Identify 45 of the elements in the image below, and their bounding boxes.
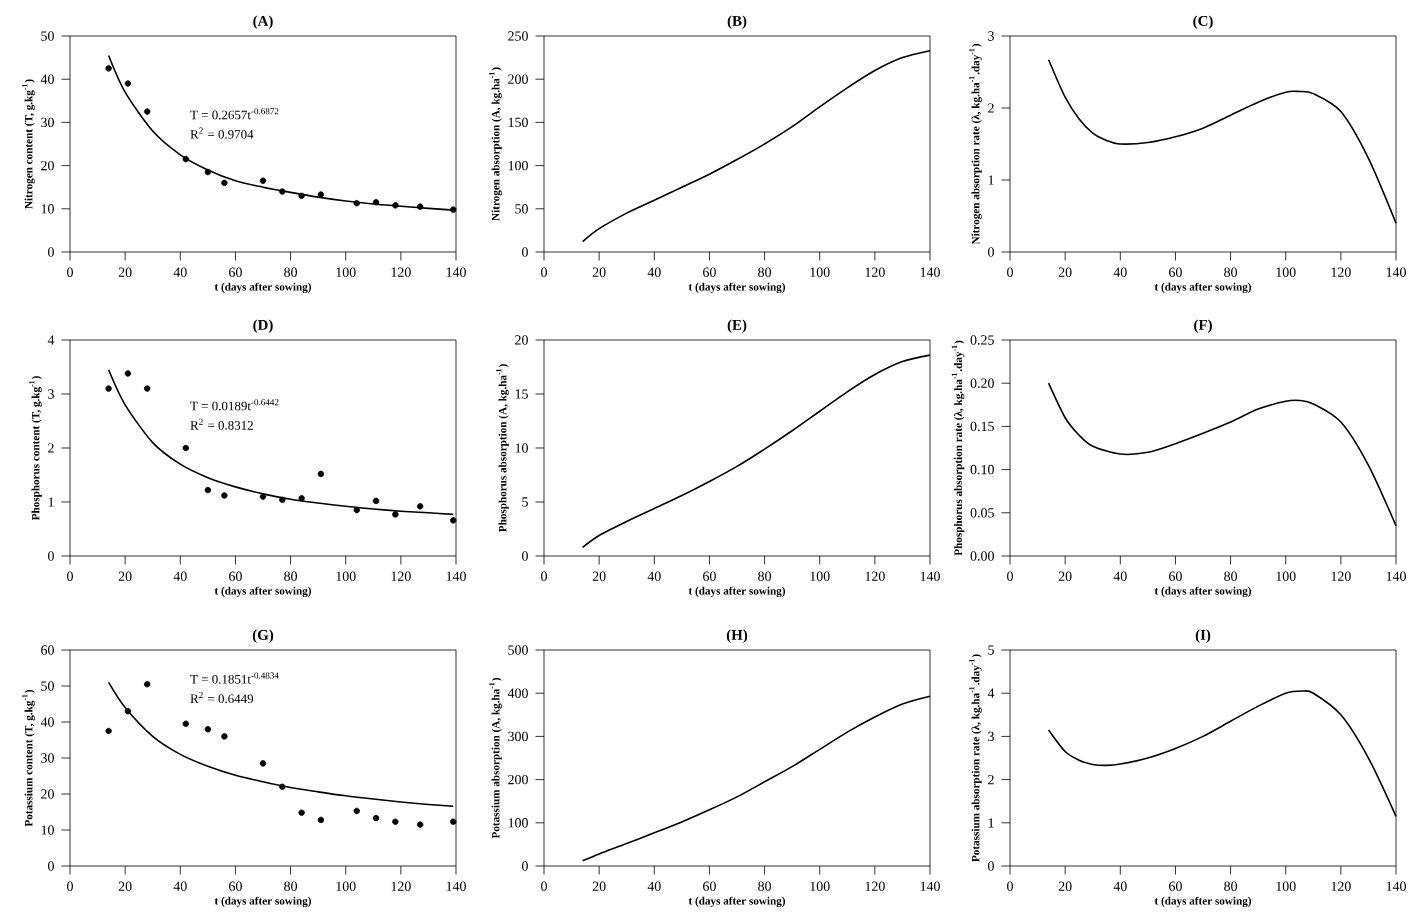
point xyxy=(144,108,151,115)
point xyxy=(372,497,380,505)
point xyxy=(450,206,457,213)
point xyxy=(298,192,305,200)
point xyxy=(317,816,325,824)
point xyxy=(416,203,424,210)
point xyxy=(353,506,360,514)
point xyxy=(124,370,132,377)
point xyxy=(259,493,267,500)
point xyxy=(372,814,380,822)
point xyxy=(450,517,457,524)
point xyxy=(259,760,267,767)
point xyxy=(392,202,399,209)
point xyxy=(182,155,189,163)
point xyxy=(204,168,212,176)
point xyxy=(204,726,212,733)
point xyxy=(221,179,228,187)
point xyxy=(144,681,151,688)
point xyxy=(353,199,360,207)
point xyxy=(124,80,132,87)
point xyxy=(204,486,212,494)
point xyxy=(279,496,286,504)
point xyxy=(105,385,112,392)
point xyxy=(353,807,360,815)
point xyxy=(259,177,267,184)
point xyxy=(105,65,112,72)
point xyxy=(298,809,305,816)
point xyxy=(221,733,228,740)
point xyxy=(279,783,286,790)
point xyxy=(144,385,151,392)
point xyxy=(450,818,457,825)
point xyxy=(105,727,112,735)
point xyxy=(317,191,325,198)
point xyxy=(124,708,132,715)
point xyxy=(392,511,399,518)
point xyxy=(182,720,189,727)
point xyxy=(279,188,286,195)
point xyxy=(392,818,399,825)
point xyxy=(416,503,424,510)
point xyxy=(317,470,325,478)
point xyxy=(221,492,228,499)
point xyxy=(372,199,380,206)
point xyxy=(298,495,305,502)
point xyxy=(182,444,189,452)
point xyxy=(416,821,424,828)
